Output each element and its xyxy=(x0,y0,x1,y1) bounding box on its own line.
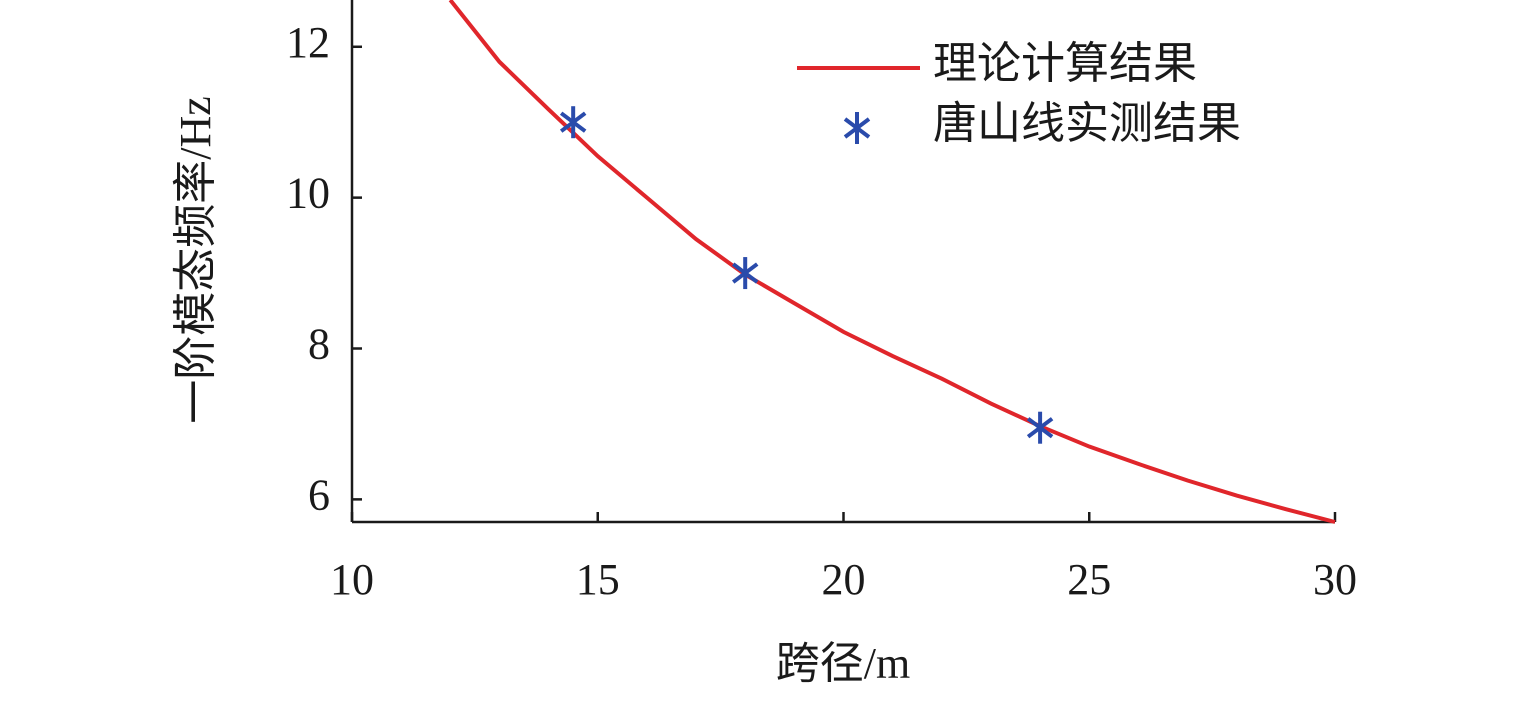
x-tick-label: 15 xyxy=(576,555,620,604)
y-tick-label: 8 xyxy=(308,320,330,369)
legend-marker xyxy=(843,112,871,144)
marker-stroke xyxy=(732,262,759,284)
x-tick-label: 30 xyxy=(1313,555,1357,604)
data-point xyxy=(732,257,759,290)
y-tick-label: 10 xyxy=(286,169,330,218)
legend-label: 唐山线实测结果 xyxy=(933,99,1241,148)
y-axis-label: 一阶模态频率/Hz xyxy=(171,96,220,424)
legend-label: 理论计算结果 xyxy=(933,39,1197,88)
line-series xyxy=(448,0,1336,524)
y-tick-label: 12 xyxy=(286,18,330,67)
x-tick-label: 25 xyxy=(1067,555,1111,604)
x-tick-label: 20 xyxy=(822,555,866,604)
data-point xyxy=(1026,411,1054,444)
y-tick-label: 6 xyxy=(308,470,330,519)
x-axis-label: 跨径/m xyxy=(776,639,910,688)
marker-stroke xyxy=(843,117,871,139)
marker-stroke xyxy=(559,111,587,133)
marker-stroke xyxy=(1026,417,1054,439)
x-tick-label: 10 xyxy=(330,555,374,604)
data-point xyxy=(559,106,587,139)
